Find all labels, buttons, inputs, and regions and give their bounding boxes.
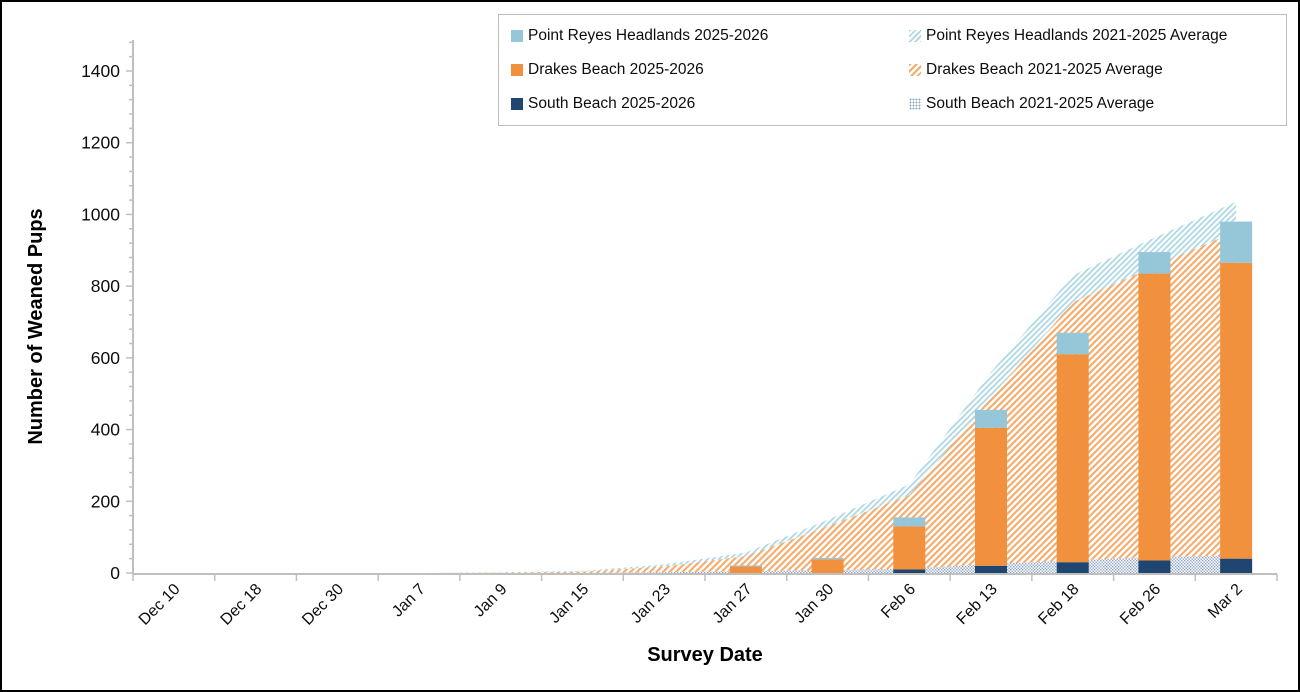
x-tick-label: Dec 18 [218,581,266,629]
legend-swatch-icon [909,64,921,76]
y-tick-label: 400 [91,420,120,440]
bar-segment [893,569,926,573]
y-tick-label: 1200 [81,133,120,153]
legend-item: South Beach 2025-2026 [511,92,909,116]
legend-swatch-icon [511,98,523,110]
bar-segment [1056,354,1089,563]
legend-item: Point Reyes Headlands 2025-2026 [511,24,909,48]
x-tick-label: Feb 6 [878,581,919,622]
legend-item: Drakes Beach 2025-2026 [511,58,909,82]
x-tick-label: Feb 18 [1035,581,1082,628]
x-tick-label: Jan 27 [710,581,756,627]
stacked-bar-layer [729,221,1253,573]
bar-segment [893,526,926,570]
y-axis-title: Number of Weaned Pups [25,208,47,444]
area-series-pat-db [173,231,1237,573]
y-tick-label: 600 [91,348,120,368]
x-tick-label: Jan 7 [389,581,429,621]
legend-item: Point Reyes Headlands 2021-2025 Average [909,24,1286,48]
bar-segment [811,557,844,560]
x-tick-label: Mar 2 [1205,581,1246,622]
y-tick-label: 0 [110,563,120,583]
chart-legend: Point Reyes Headlands 2025-2026 Point Rey… [498,14,1287,126]
bar-segment [1138,252,1171,274]
bar-segment [975,427,1007,566]
x-tick-label: Feb 13 [954,581,1001,628]
bar-segment [729,565,762,567]
y-tick-label: 1400 [81,61,120,81]
x-tick-label: Jan 23 [628,581,674,627]
legend-swatch-icon [511,64,523,76]
legend-swatch-icon [909,30,921,42]
bar-segment [1138,560,1171,573]
axes-layer [126,40,1278,581]
bar-segment [975,565,1007,573]
x-tick-label: Feb 26 [1117,581,1164,628]
stacked-area-layer [173,201,1237,573]
bar-segment [1056,562,1089,573]
bar-segment [1138,273,1171,561]
bar-segment [975,409,1007,428]
y-tick-label: 1000 [81,204,120,224]
legend-label: Point Reyes Headlands 2021-2025 Average [926,27,1228,44]
x-tick-label: Dec 30 [299,581,347,629]
x-tick-label: Jan 9 [471,581,511,621]
bar-segment [1220,262,1253,559]
x-tick-label: Jan 30 [791,581,837,627]
legend-label: Drakes Beach 2025-2026 [528,61,704,78]
area-series-pat-sb [173,555,1237,573]
legend-label: South Beach 2025-2026 [528,95,696,112]
bar-segment [729,566,762,573]
legend-label: Point Reyes Headlands 2025-2026 [528,27,769,44]
y-tick-label: 200 [91,491,120,511]
x-tick-label: Dec 10 [136,581,184,629]
legend-item: South Beach 2021-2025 Average [909,92,1286,116]
legend-item: Drakes Beach 2021-2025 Average [909,58,1286,82]
bar-segment [1220,221,1253,263]
legend-label: Drakes Beach 2021-2025 Average [926,61,1163,78]
x-axis-title: Survey Date [647,644,763,666]
legend-label: South Beach 2021-2025 Average [926,95,1155,112]
legend-swatch-icon [909,98,921,110]
bar-segment [1056,332,1089,355]
bar-segment [893,517,926,527]
bar-segment [1220,558,1253,573]
bar-segment [811,559,844,573]
y-tick-label: 800 [91,276,120,296]
x-tick-label: Jan 15 [546,581,592,627]
legend-swatch-icon [511,30,523,42]
